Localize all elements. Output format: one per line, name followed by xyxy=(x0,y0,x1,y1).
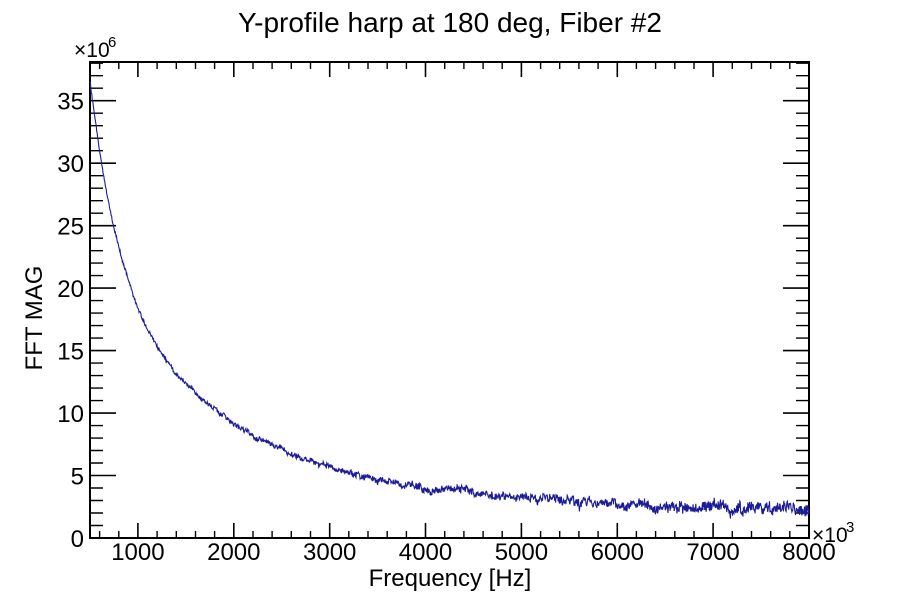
y-tick-label: 0 xyxy=(71,526,84,553)
chart-title: Y-profile harp at 180 deg, Fiber #2 xyxy=(238,7,662,38)
y-minor-ticks xyxy=(90,62,809,527)
x-tick-label: 7000 xyxy=(686,539,739,566)
y-major-ticks xyxy=(90,99,809,539)
y-axis-title: FFT MAG xyxy=(21,266,48,371)
x-tick-label: 1000 xyxy=(111,539,164,566)
y-axis-exponent: ×10 xyxy=(74,39,110,62)
x-axis-title: Frequency [Hz] xyxy=(369,565,532,592)
plot-area: 1000 2000 3000 4000 5000 6000 7000 8000 0 5 10 15 20… xyxy=(57,61,836,566)
x-tick-label: 2000 xyxy=(207,539,260,566)
y-tick-label: 25 xyxy=(57,214,84,241)
x-major-ticks xyxy=(137,62,810,538)
x-axis-exponent-sup: 3 xyxy=(846,519,854,536)
y-tick-label: 15 xyxy=(57,339,84,366)
y-tick-label: 5 xyxy=(71,464,84,491)
y-tick-label: 35 xyxy=(57,89,84,116)
y-tick-label: 30 xyxy=(57,151,84,178)
x-tick-label: 3000 xyxy=(303,539,356,566)
plot-frame xyxy=(89,61,810,539)
fft-magnitude-curve xyxy=(89,81,810,519)
x-tick-label: 5000 xyxy=(495,539,548,566)
y-tick-label: 10 xyxy=(57,401,84,428)
x-tick-label: 6000 xyxy=(591,539,644,566)
y-axis-exponent-sup: 6 xyxy=(108,34,116,51)
x-tick-label: 8000 xyxy=(782,539,835,566)
y-tick-label: 20 xyxy=(57,276,84,303)
x-axis-exponent: ×10 xyxy=(812,524,848,547)
x-tick-label: 4000 xyxy=(399,539,452,566)
x-minor-ticks xyxy=(98,62,791,538)
